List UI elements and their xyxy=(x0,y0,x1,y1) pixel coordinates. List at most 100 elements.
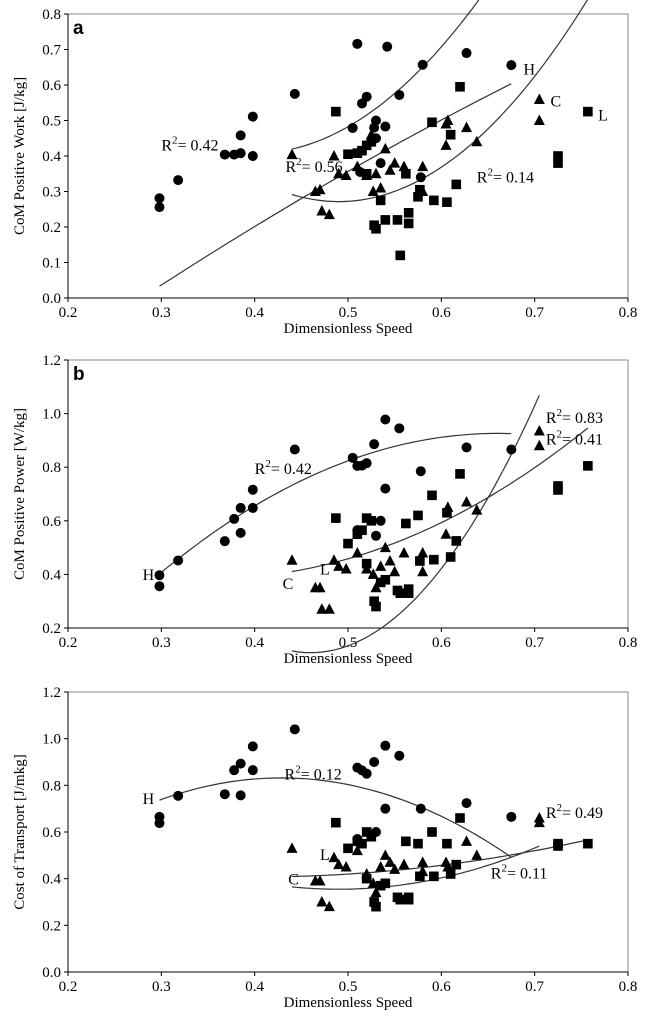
point-L xyxy=(395,250,406,261)
point-C xyxy=(379,849,391,860)
point-L xyxy=(583,461,593,471)
point-L xyxy=(401,836,411,847)
point-L xyxy=(415,871,425,882)
r-squared-annotation: R2= 0.42 xyxy=(255,458,312,478)
series-label-C: C xyxy=(288,872,299,889)
point-C xyxy=(375,861,387,872)
x-tick-label: 0.3 xyxy=(152,979,171,995)
point-C xyxy=(533,114,545,125)
r-squared-annotation: R2= 0.41 xyxy=(546,428,603,448)
r-squared-annotation: R2= 0.12 xyxy=(285,764,342,784)
series-label-H: H xyxy=(143,567,155,584)
r-squared-annotation: R2= 0.14 xyxy=(477,167,534,187)
point-H xyxy=(247,151,258,161)
point-H xyxy=(361,91,372,102)
point-L xyxy=(413,838,423,849)
x-tick-label: 0.5 xyxy=(339,979,358,995)
y-tick-label: 0.0 xyxy=(42,291,61,307)
chart-panel-3: 0.2 0.3 0.4 0.5 0.6 0.7 0.80.00.20.40.60.81.01… xyxy=(12,685,637,1011)
chart-panel-1: 0.2 0.3 0.4 0.5 0.6 0.7 0.8 0.0 0.1 0.2 0.3 0.4 0.5 0… xyxy=(12,0,637,337)
point-H xyxy=(347,122,358,133)
y-tick-label: 0.0 xyxy=(42,965,61,981)
series-label-H: H xyxy=(143,791,155,808)
point-L xyxy=(357,525,367,535)
point-C xyxy=(398,858,410,870)
point-L xyxy=(371,223,381,234)
point-H xyxy=(361,768,372,779)
point-H xyxy=(235,758,246,769)
point-L xyxy=(583,838,593,849)
point-H xyxy=(219,149,230,160)
point-H xyxy=(247,741,258,752)
point-C xyxy=(328,150,340,161)
point-H xyxy=(352,38,363,49)
series-label-L: L xyxy=(320,847,330,864)
point-L xyxy=(331,817,341,828)
r-squared-annotation: R2= 0.83 xyxy=(546,407,603,427)
x-tick-label: 0.7 xyxy=(525,635,544,651)
x-tick-label: 0.4 xyxy=(245,635,264,651)
point-L xyxy=(427,827,437,837)
x-tick-label: 0.6 xyxy=(432,979,451,995)
point-C xyxy=(389,565,401,577)
point-H xyxy=(347,452,358,463)
point-L xyxy=(455,81,465,92)
point-L xyxy=(455,469,465,479)
point-L xyxy=(403,218,414,229)
point-L xyxy=(445,129,456,140)
y-tick-label: 0.5 xyxy=(42,114,61,130)
point-C xyxy=(375,181,387,193)
point-C xyxy=(440,528,452,539)
point-L xyxy=(361,558,372,569)
point-C xyxy=(389,157,401,168)
point-H xyxy=(154,570,165,581)
point-L xyxy=(361,168,372,179)
point-H xyxy=(375,515,386,526)
point-H xyxy=(415,466,426,477)
point-L xyxy=(415,556,425,566)
x-tick-label: 0.7 xyxy=(525,305,544,321)
point-C xyxy=(323,603,335,614)
r-squared-annotation: R2= 0.11 xyxy=(491,863,548,883)
point-H xyxy=(219,536,230,547)
point-L xyxy=(427,117,437,128)
point-L xyxy=(442,838,452,849)
point-H xyxy=(461,48,472,59)
point-L xyxy=(343,843,353,854)
point-L xyxy=(371,601,381,612)
point-C xyxy=(370,167,382,179)
point-H xyxy=(394,423,405,434)
point-C xyxy=(471,504,483,515)
point-H xyxy=(361,458,372,469)
plot-frame xyxy=(67,691,629,973)
point-C xyxy=(533,425,545,436)
point-C xyxy=(351,546,363,558)
point-L xyxy=(343,149,353,160)
point-C xyxy=(367,185,379,196)
point-C xyxy=(398,546,410,558)
point-H xyxy=(154,202,165,213)
y-axis-label: CoM Positive Power [W/kg] xyxy=(12,408,28,580)
point-C xyxy=(323,900,335,912)
point-L xyxy=(415,184,425,195)
point-H xyxy=(235,527,246,538)
point-L xyxy=(343,538,353,549)
point-C xyxy=(333,560,345,571)
point-C xyxy=(316,205,328,216)
x-tick-label: 0.8 xyxy=(619,979,638,995)
point-C xyxy=(417,565,429,577)
point-C xyxy=(533,816,545,828)
y-tick-label: 0.2 xyxy=(42,220,61,236)
y-tick-label: 0.8 xyxy=(42,460,61,476)
y-tick-label: 0.6 xyxy=(42,825,61,841)
y-tick-label: 0.3 xyxy=(42,185,61,201)
point-H xyxy=(235,790,246,801)
point-L xyxy=(392,215,403,225)
point-C xyxy=(461,835,473,846)
point-L xyxy=(429,871,439,882)
point-L xyxy=(357,838,367,849)
point-L xyxy=(361,873,372,884)
point-H xyxy=(235,148,246,159)
point-H xyxy=(380,483,391,494)
